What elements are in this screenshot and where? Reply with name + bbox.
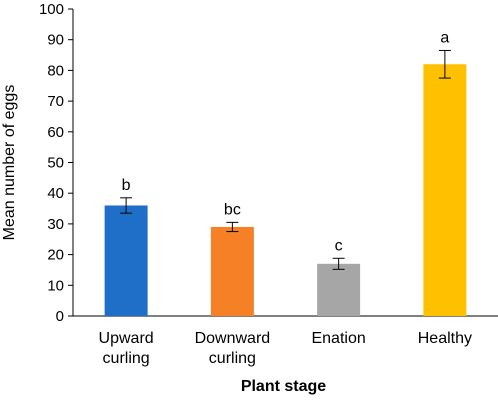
y-tick-label: 80 xyxy=(47,62,64,79)
significance-label: b xyxy=(122,177,131,194)
error-bar xyxy=(226,221,239,233)
x-tick-label: Downward curling xyxy=(195,330,271,367)
x-tick-label: Enation xyxy=(311,330,365,347)
significance-label: c xyxy=(335,237,343,254)
y-tick-label: 70 xyxy=(47,93,64,110)
bar xyxy=(317,263,361,316)
x-tick-label: Healthy xyxy=(418,330,472,347)
y-tick-label: 40 xyxy=(47,185,64,202)
y-tick-label: 30 xyxy=(47,216,64,233)
significance-label: bc xyxy=(224,201,241,218)
y-tick-label: 10 xyxy=(47,277,64,294)
bar xyxy=(423,64,467,316)
y-axis-ticks: 0 10 20 30 40 50 60 70 80 90 100 xyxy=(39,1,73,325)
bars: b bc c a xyxy=(104,29,467,316)
error-bar xyxy=(120,197,133,214)
error-bar xyxy=(438,49,451,79)
y-tick-label: 50 xyxy=(47,155,64,172)
bar xyxy=(210,226,254,316)
y-tick-label: 0 xyxy=(56,308,64,325)
y-tick-label: 60 xyxy=(47,124,64,141)
x-tick-label: Upward curling xyxy=(99,330,154,367)
y-axis-title: Mean number of eggs xyxy=(1,85,18,241)
y-tick-label: 20 xyxy=(47,247,64,264)
x-axis-labels: Upward curling Downward curling Enation Healt… xyxy=(99,330,472,367)
x-axis-title: Plant stage xyxy=(241,378,326,395)
bar xyxy=(104,205,148,316)
error-bar xyxy=(332,257,345,270)
y-tick-label: 100 xyxy=(39,1,64,18)
significance-label: a xyxy=(440,29,449,46)
y-tick-label: 90 xyxy=(47,32,64,49)
